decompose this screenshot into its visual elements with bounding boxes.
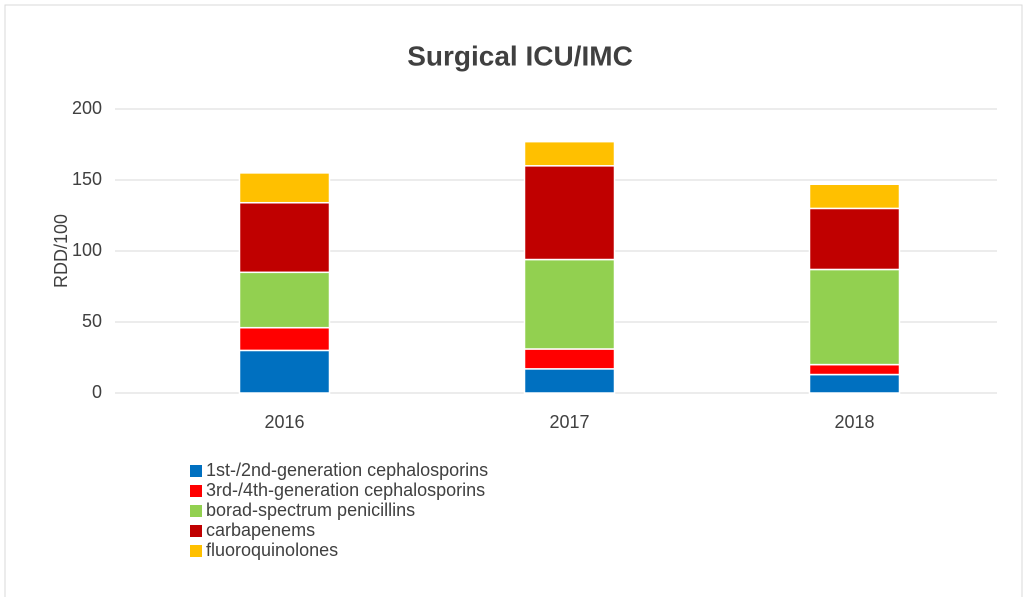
bar-segment: [238, 201, 331, 274]
bar-segment: [238, 326, 331, 352]
y-tick-label: 50: [82, 311, 102, 331]
legend-label: 3rd-/4th-generation cephalosporins: [206, 480, 485, 500]
x-tick-label: 2018: [834, 412, 874, 432]
bar-segment: [523, 165, 616, 261]
legend-swatch: [190, 465, 202, 477]
bar-segment: [808, 373, 901, 394]
bar-segment: [808, 183, 901, 210]
legend-swatch: [190, 545, 202, 557]
bar-segment: [523, 348, 616, 370]
bar-segment: [523, 368, 616, 394]
y-tick-label: 150: [72, 169, 102, 189]
y-tick-label: 0: [92, 382, 102, 402]
y-tick-label: 200: [72, 98, 102, 118]
bar-segment: [808, 268, 901, 366]
bar-segment: [238, 172, 331, 204]
y-tick-label: 100: [72, 240, 102, 260]
legend-label: 1st-/2nd-generation cephalosporins: [206, 460, 488, 480]
y-axis-label: RDD/100: [51, 214, 71, 288]
x-tick-label: 2016: [264, 412, 304, 432]
chart-title: Surgical ICU/IMC: [407, 40, 633, 71]
legend-swatch: [190, 505, 202, 517]
x-tick-label: 2017: [549, 412, 589, 432]
bar-segment: [523, 258, 616, 350]
legend-swatch: [190, 485, 202, 497]
legend-swatch: [190, 525, 202, 537]
legend-label: fluoroquinolones: [206, 540, 338, 560]
legend-label: carbapenems: [206, 520, 315, 540]
bar-segment: [808, 363, 901, 376]
legend-label: borad-spectrum penicillins: [206, 500, 415, 520]
bar-segment: [808, 207, 901, 271]
bar-segment: [523, 140, 616, 167]
bar-segment: [238, 349, 331, 394]
bar-segment: [238, 271, 331, 329]
